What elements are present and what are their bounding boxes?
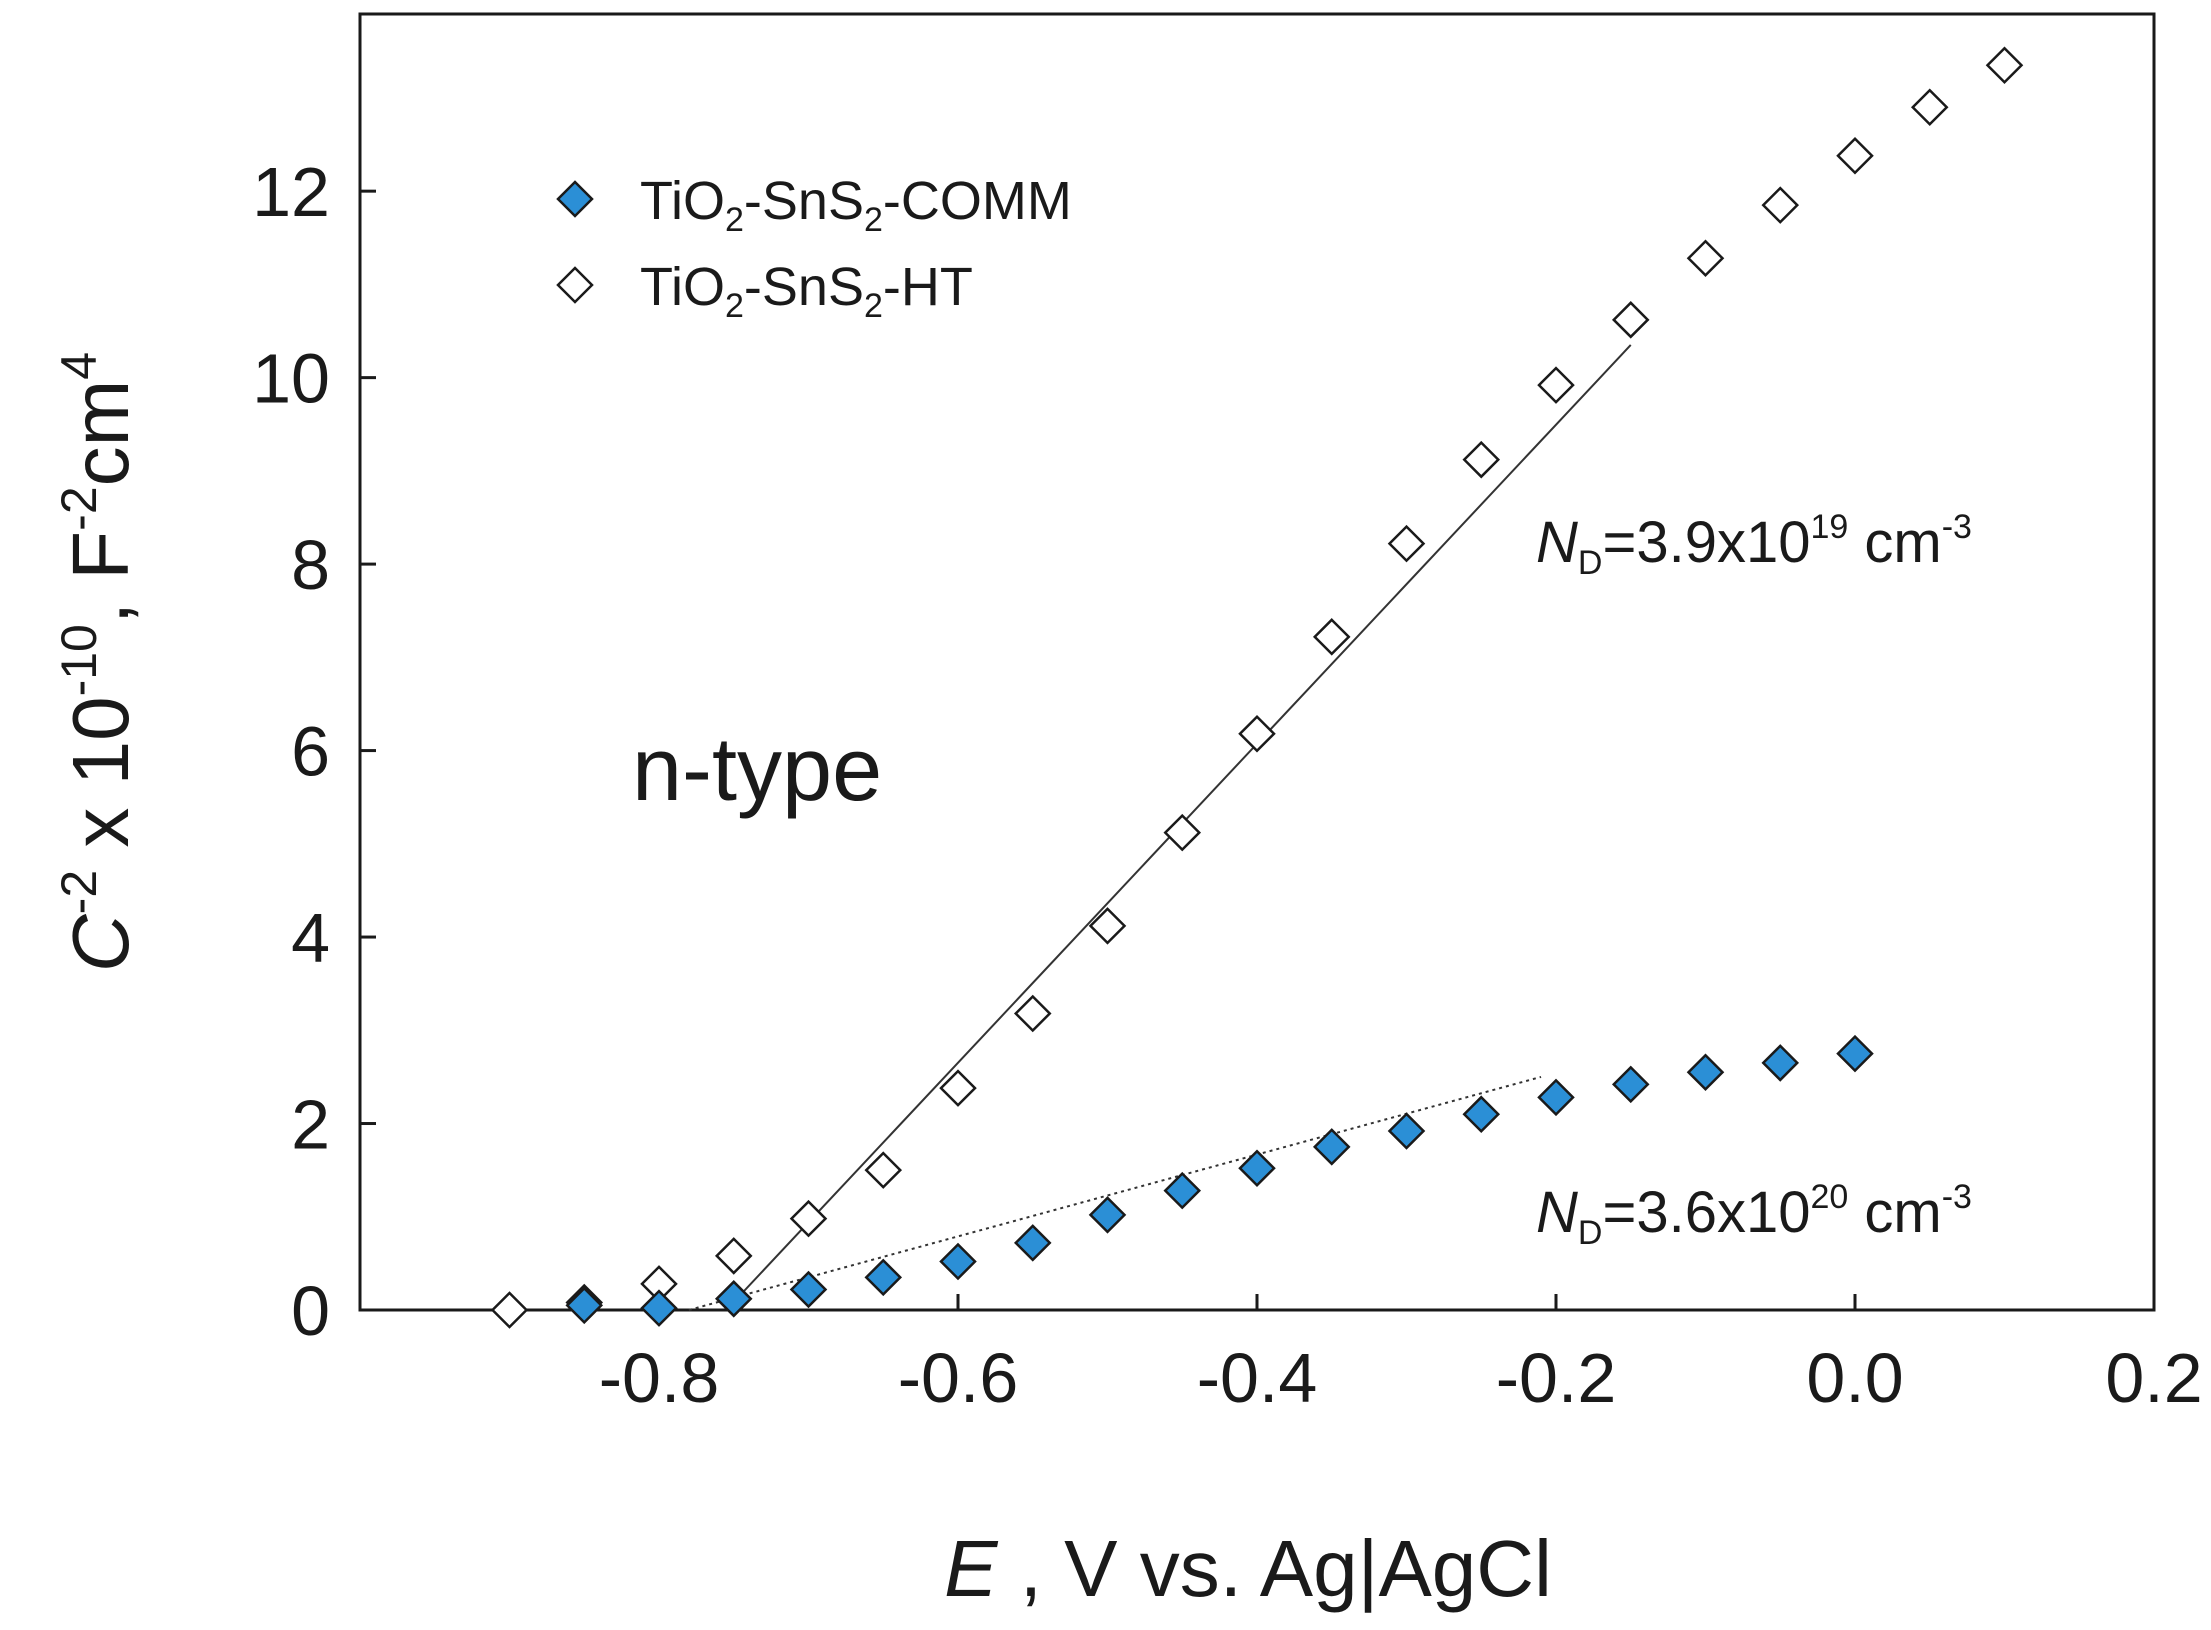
x-tick-label: 0.2 bbox=[2105, 1339, 2202, 1417]
y-tick-label: 12 bbox=[252, 153, 330, 231]
y-tick-label: 6 bbox=[291, 713, 330, 791]
plot-area-frame bbox=[358, 12, 2156, 1312]
comm-data-point bbox=[1611, 1065, 1650, 1104]
ht-data-point bbox=[1238, 715, 1276, 753]
comm-data-point bbox=[1013, 1224, 1052, 1262]
ht-data-point bbox=[1088, 907, 1127, 945]
x-tick-label: 0.0 bbox=[1806, 1339, 1903, 1417]
ht-data-point bbox=[1836, 136, 1874, 175]
comm-data-point bbox=[1163, 1171, 1202, 1210]
comm-data-point bbox=[1462, 1095, 1501, 1133]
legend-item-ht: TiO2-SnS2-HT bbox=[556, 257, 973, 325]
ht-data-point bbox=[1462, 440, 1501, 479]
ht-data-point bbox=[714, 1237, 753, 1275]
ht-data-point bbox=[1686, 239, 1725, 278]
comm-data-point bbox=[1761, 1044, 1800, 1082]
comm-data-point bbox=[1387, 1112, 1426, 1150]
series-ht-markers bbox=[490, 46, 2024, 1329]
y-axis-title: C-2 x 10-10, F-2cm4 bbox=[51, 352, 145, 972]
comm-data-point bbox=[565, 1286, 604, 1325]
ht-data-point bbox=[1985, 46, 2024, 85]
comm-data-point bbox=[1238, 1149, 1276, 1188]
comm-data-point bbox=[1088, 1196, 1127, 1234]
ht-data-point bbox=[1312, 618, 1351, 656]
comm-data-point bbox=[1537, 1078, 1575, 1117]
ht-data-point bbox=[490, 1291, 529, 1329]
y-tick-label: 10 bbox=[252, 340, 330, 418]
ht-data-point bbox=[939, 1069, 977, 1107]
comm-data-point bbox=[864, 1258, 903, 1297]
series-comm-markers bbox=[565, 1034, 1874, 1327]
y-tick-label: 2 bbox=[291, 1086, 330, 1164]
legend-marker-comm bbox=[556, 180, 594, 218]
y-tick-label: 0 bbox=[291, 1272, 330, 1350]
ht-data-point bbox=[789, 1199, 828, 1238]
annotation-nd-comm: ND=3.6x1020 cm-3 bbox=[1536, 1178, 1972, 1252]
y-tick-label: 8 bbox=[291, 526, 330, 604]
comm-data-point bbox=[1836, 1034, 1874, 1073]
y-tick-label: 4 bbox=[291, 899, 330, 977]
legend-marker-ht bbox=[556, 266, 594, 304]
comm-data-point bbox=[789, 1270, 828, 1309]
x-tick-label: -0.4 bbox=[1197, 1339, 1318, 1417]
x-tick-label: -0.2 bbox=[1496, 1339, 1617, 1417]
annotation-n-type: n-type bbox=[632, 720, 882, 820]
annotation-nd-ht: ND=3.9x1019 cm-3 bbox=[1536, 508, 1972, 582]
ht-data-point bbox=[1910, 88, 1949, 127]
fit-line-comm bbox=[688, 1075, 1542, 1311]
legend-label-ht: TiO2-SnS2-HT bbox=[640, 257, 973, 325]
comm-data-point bbox=[939, 1242, 977, 1281]
comm-data-point bbox=[1312, 1128, 1351, 1166]
comm-data-point bbox=[714, 1280, 753, 1318]
ht-data-point bbox=[1163, 813, 1202, 852]
ht-data-point bbox=[1387, 524, 1426, 563]
legend-label-comm: TiO2-SnS2-COMM bbox=[640, 171, 1072, 239]
x-tick-label: -0.6 bbox=[898, 1339, 1019, 1417]
legend: TiO2-SnS2-COMM TiO2-SnS2-HT bbox=[556, 171, 1072, 325]
legend-item-comm: TiO2-SnS2-COMM bbox=[556, 171, 1072, 239]
ht-data-point bbox=[864, 1151, 903, 1189]
ht-data-point bbox=[1537, 366, 1575, 404]
x-axis-ticks: -0.8 -0.6 -0.4 -0.2 0.0 0.2 bbox=[599, 1294, 2203, 1417]
x-tick-label: -0.8 bbox=[599, 1339, 720, 1417]
comm-data-point bbox=[640, 1289, 678, 1327]
fit-lines bbox=[688, 344, 1632, 1311]
x-axis-title: E , V vs. Ag|AgCl bbox=[944, 1524, 1552, 1613]
comm-data-point bbox=[1686, 1053, 1725, 1092]
ht-data-point bbox=[1013, 994, 1052, 1033]
y-axis-ticks: 0 2 4 6 8 10 12 bbox=[252, 153, 376, 1350]
ht-data-point bbox=[1761, 186, 1800, 224]
ht-data-point bbox=[1611, 301, 1650, 339]
